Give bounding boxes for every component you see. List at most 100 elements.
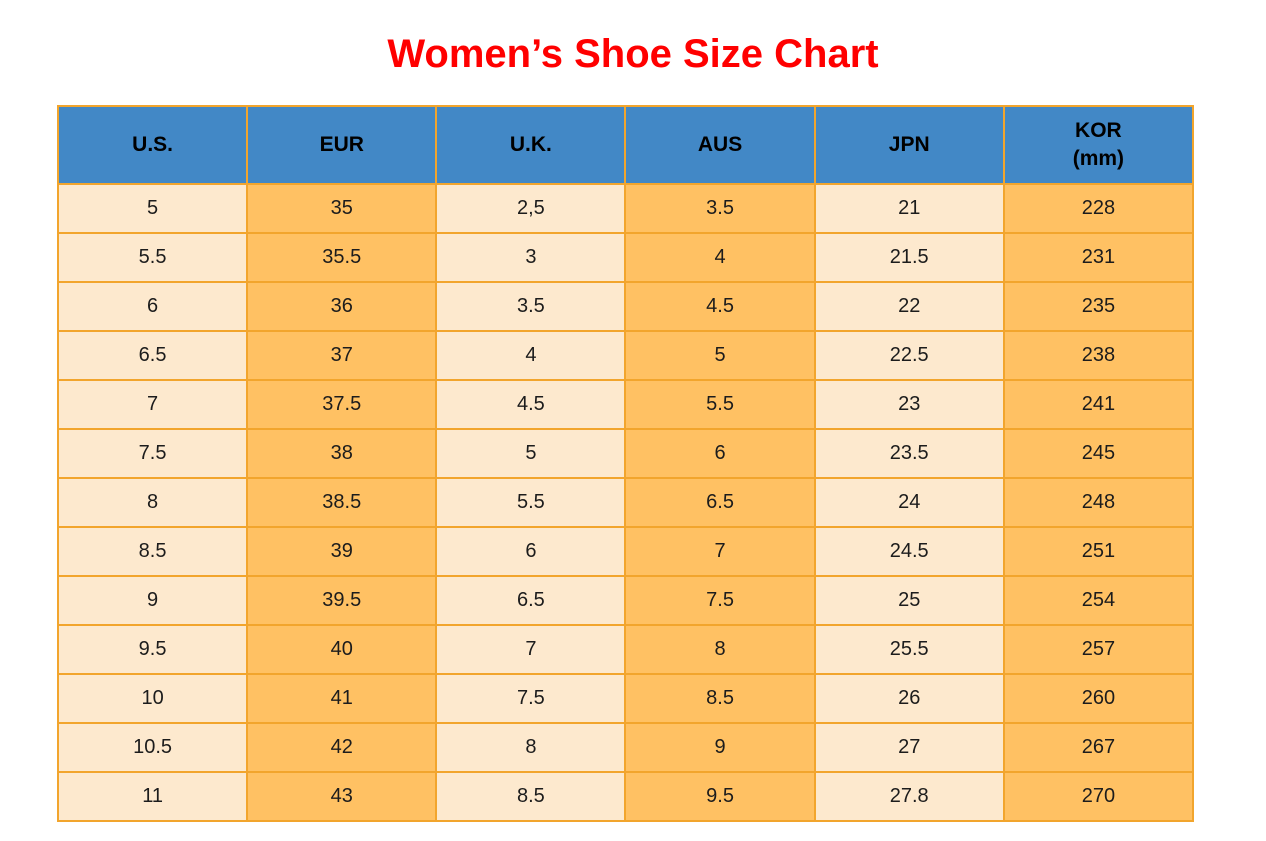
table-row: 8.5 39 6 7 24.5 251 (56, 526, 1195, 577)
table-cell: 8 (624, 624, 816, 675)
table-header-row: U.S. EUR U.K. AUS JPN KOR (mm) (56, 105, 1195, 185)
column-header-eur: EUR (246, 105, 438, 185)
table-row: 8 38.5 5.5 6.5 24 248 (56, 477, 1195, 528)
table-cell: 40 (246, 624, 438, 675)
table-cell: 8.5 (56, 526, 249, 577)
table-cell: 5 (56, 183, 249, 234)
table-cell: 260 (1002, 673, 1195, 724)
table-cell: 235 (1002, 281, 1195, 332)
table-cell: 10.5 (56, 722, 249, 773)
table-row: 7.5 38 5 6 23.5 245 (56, 428, 1195, 479)
table-cell: 228 (1002, 183, 1195, 234)
table-cell: 9.5 (56, 624, 249, 675)
table-cell: 4.5 (624, 281, 816, 332)
table-cell: 6.5 (624, 477, 816, 528)
table-cell: 26 (813, 673, 1005, 724)
table-cell: 257 (1002, 624, 1195, 675)
table-cell: 5 (624, 330, 816, 381)
table-row: 11 43 8.5 9.5 27.8 270 (56, 771, 1195, 822)
table-cell: 4.5 (435, 379, 627, 430)
table-cell: 5.5 (435, 477, 627, 528)
table-cell: 251 (1002, 526, 1195, 577)
table-cell: 3.5 (435, 281, 627, 332)
column-header-jpn: JPN (813, 105, 1005, 185)
table-cell: 35.5 (246, 232, 438, 283)
table-cell: 43 (246, 771, 438, 822)
table-row: 9.5 40 7 8 25.5 257 (56, 624, 1195, 675)
table-row: 6 36 3.5 4.5 22 235 (56, 281, 1195, 332)
table-body: 5 35 2,5 3.5 21 228 5.5 35.5 3 4 21.5 231 6 36 3.5 4.5 2… (56, 183, 1195, 822)
table-cell: 9 (624, 722, 816, 773)
column-header-u-k: U.K. (435, 105, 627, 185)
table-cell: 270 (1002, 771, 1195, 822)
table-cell: 21 (813, 183, 1005, 234)
column-header-u-s: U.S. (56, 105, 249, 185)
table-cell: 23.5 (813, 428, 1005, 479)
table-cell: 8.5 (435, 771, 627, 822)
table-row: 5 35 2,5 3.5 21 228 (56, 183, 1195, 234)
table-cell: 38 (246, 428, 438, 479)
table-cell: 7 (624, 526, 816, 577)
table-cell: 9.5 (624, 771, 816, 822)
table-cell: 238 (1002, 330, 1195, 381)
table-cell: 8.5 (624, 673, 816, 724)
table-cell: 35 (246, 183, 438, 234)
table-head: U.S. EUR U.K. AUS JPN KOR (mm) (56, 105, 1195, 185)
table-cell: 10 (56, 673, 249, 724)
table-row: 7 37.5 4.5 5.5 23 241 (56, 379, 1195, 430)
table-cell: 267 (1002, 722, 1195, 773)
table-cell: 38.5 (246, 477, 438, 528)
table-cell: 7 (56, 379, 249, 430)
table-cell: 3 (435, 232, 627, 283)
table-cell: 23 (813, 379, 1005, 430)
table-cell: 9 (56, 575, 249, 626)
table-cell: 7.5 (435, 673, 627, 724)
table-cell: 5 (435, 428, 627, 479)
table-cell: 6 (624, 428, 816, 479)
table-cell: 24.5 (813, 526, 1005, 577)
table-cell: 6 (435, 526, 627, 577)
table-cell: 2,5 (435, 183, 627, 234)
table-cell: 22.5 (813, 330, 1005, 381)
shoe-size-table: U.S. EUR U.K. AUS JPN KOR (mm) 5 35 2,5 3.5 21 228… (56, 105, 1195, 822)
table-cell: 248 (1002, 477, 1195, 528)
table-row: 10 41 7.5 8.5 26 260 (56, 673, 1195, 724)
table-cell: 41 (246, 673, 438, 724)
table-cell: 36 (246, 281, 438, 332)
page: Women’s Shoe Size Chart U.S. EUR U.K. AUS JP… (0, 30, 1266, 822)
table-cell: 7.5 (56, 428, 249, 479)
table-cell: 42 (246, 722, 438, 773)
table-cell: 8 (435, 722, 627, 773)
table-cell: 6.5 (56, 330, 249, 381)
table-row: 5.5 35.5 3 4 21.5 231 (56, 232, 1195, 283)
table-cell: 39.5 (246, 575, 438, 626)
table-cell: 25.5 (813, 624, 1005, 675)
table-cell: 27 (813, 722, 1005, 773)
table-cell: 6.5 (435, 575, 627, 626)
table-cell: 254 (1002, 575, 1195, 626)
table-cell: 37.5 (246, 379, 438, 430)
table-cell: 39 (246, 526, 438, 577)
table-cell: 7.5 (624, 575, 816, 626)
column-header-aus: AUS (624, 105, 816, 185)
page-title: Women’s Shoe Size Chart (387, 32, 879, 76)
column-header-kor-mm: KOR (mm) (1002, 105, 1195, 185)
table-row: 10.5 42 8 9 27 267 (56, 722, 1195, 773)
table-cell: 3.5 (624, 183, 816, 234)
table-cell: 11 (56, 771, 249, 822)
table-row: 9 39.5 6.5 7.5 25 254 (56, 575, 1195, 626)
table-cell: 6 (56, 281, 249, 332)
table-cell: 5.5 (624, 379, 816, 430)
table-cell: 4 (435, 330, 627, 381)
table-cell: 241 (1002, 379, 1195, 430)
table-cell: 245 (1002, 428, 1195, 479)
table-cell: 21.5 (813, 232, 1005, 283)
table-row: 6.5 37 4 5 22.5 238 (56, 330, 1195, 381)
table-cell: 24 (813, 477, 1005, 528)
table-cell: 7 (435, 624, 627, 675)
table-cell: 4 (624, 232, 816, 283)
table-cell: 8 (56, 477, 249, 528)
table-cell: 25 (813, 575, 1005, 626)
table-cell: 37 (246, 330, 438, 381)
table-cell: 22 (813, 281, 1005, 332)
